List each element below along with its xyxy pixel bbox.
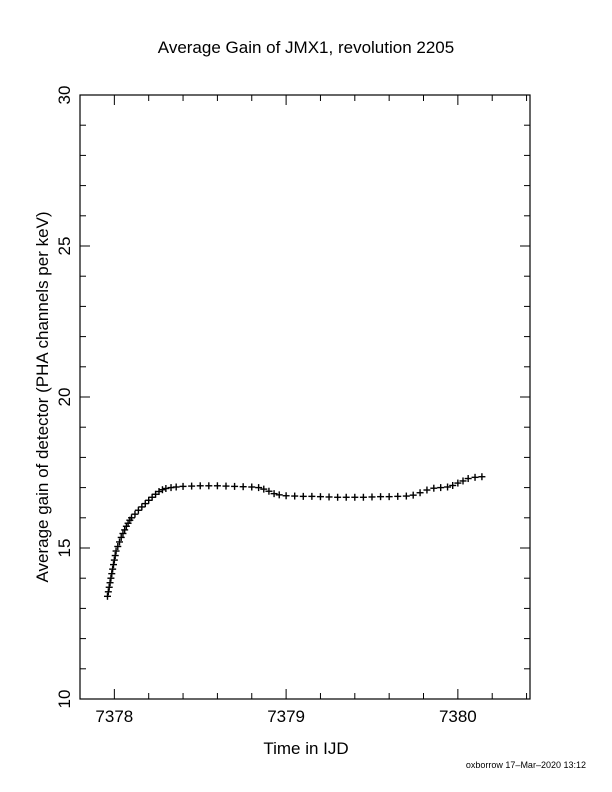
data-point — [111, 552, 119, 560]
y-tick-label: 10 — [55, 690, 74, 709]
x-tick-label: 7380 — [439, 707, 477, 726]
data-point — [351, 493, 359, 501]
data-point — [270, 490, 278, 498]
data-point — [416, 489, 424, 497]
x-tick-labels: 7378 7379 7380 — [95, 707, 476, 726]
data-point — [402, 492, 410, 500]
data-point — [205, 482, 213, 490]
y-axis-label: Average gain of detector (PHA channels p… — [33, 211, 52, 582]
data-point — [158, 486, 166, 494]
data-point — [260, 485, 268, 493]
data-point — [105, 583, 113, 591]
data-point — [342, 493, 350, 501]
y-tick-label: 20 — [55, 388, 74, 407]
data-point — [116, 538, 124, 546]
data-point — [239, 483, 247, 491]
data-point — [464, 475, 472, 483]
data-point — [459, 477, 467, 485]
data-point — [109, 561, 117, 569]
y-tick-label: 30 — [55, 86, 74, 105]
data-point — [325, 493, 333, 501]
data-point — [134, 506, 142, 514]
data-point — [275, 491, 283, 499]
data-point — [430, 484, 438, 492]
data-point — [179, 482, 187, 490]
data-point — [449, 481, 457, 489]
data-point — [255, 484, 263, 492]
footer-credit: oxborrow 17–Mar–2020 13:12 — [466, 760, 586, 770]
y-tick-labels: 10 15 20 25 30 — [55, 86, 74, 709]
data-point — [368, 493, 376, 501]
data-point — [172, 483, 180, 491]
x-tick-label: 7378 — [95, 707, 133, 726]
data-point — [308, 492, 316, 500]
chart-title: Average Gain of JMX1, revolution 2205 — [158, 38, 454, 57]
data-point — [188, 482, 196, 490]
data-point — [128, 514, 136, 522]
data-point — [454, 479, 462, 487]
plot-frame — [79, 94, 531, 700]
data-point — [377, 493, 385, 501]
data-point — [109, 565, 117, 573]
data-point — [478, 473, 486, 481]
data-points — [103, 473, 486, 600]
data-point — [282, 492, 290, 500]
axis-ticks — [79, 94, 530, 700]
data-point — [444, 483, 452, 491]
data-point — [231, 482, 239, 490]
data-point — [131, 510, 139, 518]
data-point — [112, 547, 120, 555]
data-point — [394, 492, 402, 500]
data-point — [119, 530, 127, 538]
data-point — [213, 482, 221, 490]
data-point — [423, 486, 431, 494]
data-point — [107, 574, 115, 582]
data-point — [409, 491, 417, 499]
data-point — [121, 526, 129, 534]
data-point — [141, 500, 149, 508]
data-point — [222, 482, 230, 490]
data-point — [471, 473, 479, 481]
y-tick-label: 15 — [55, 539, 74, 558]
data-point — [334, 493, 342, 501]
data-point — [114, 542, 122, 550]
data-point — [437, 484, 445, 492]
data-point — [103, 592, 111, 600]
data-point — [359, 493, 367, 501]
x-tick-label: 7379 — [267, 707, 305, 726]
x-axis-label: Time in IJD — [263, 739, 348, 758]
data-point — [291, 492, 299, 500]
data-point — [196, 482, 204, 490]
data-point — [162, 485, 170, 493]
data-point — [316, 493, 324, 501]
data-point — [117, 533, 125, 541]
data-point — [104, 588, 112, 596]
data-point — [265, 487, 273, 495]
data-point — [108, 570, 116, 578]
data-point — [138, 503, 146, 511]
data-point — [299, 492, 307, 500]
data-point — [385, 493, 393, 501]
data-point — [248, 483, 256, 491]
data-point — [110, 556, 118, 564]
data-point — [106, 579, 114, 587]
y-tick-label: 25 — [55, 237, 74, 256]
